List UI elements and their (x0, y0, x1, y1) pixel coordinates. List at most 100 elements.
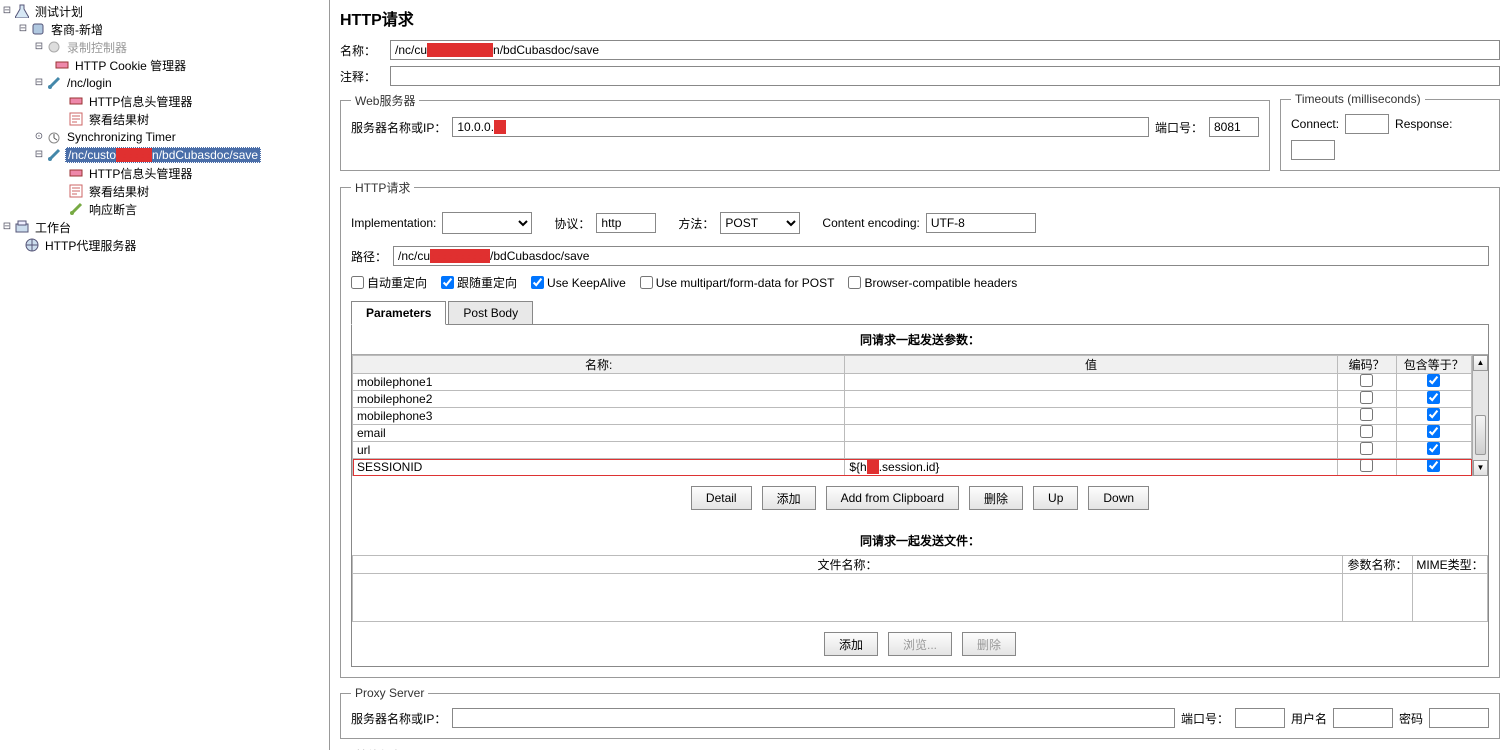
scroll-thumb[interactable] (1475, 415, 1486, 455)
params-table[interactable]: 名称: 值 编码？ 包含等于？ mobilephone1mobilephone2… (352, 355, 1472, 476)
encoding-input[interactable] (926, 213, 1036, 233)
param-encode-cell[interactable] (1337, 391, 1396, 408)
param-name-cell[interactable]: mobilephone3 (353, 408, 845, 425)
response-label: Response: (1395, 117, 1452, 131)
collapse-icon[interactable]: ⊟ (34, 150, 44, 160)
param-value-cell[interactable] (845, 425, 1337, 442)
tree-sync-timer[interactable]: ⊙ Synchronizing Timer (0, 128, 329, 146)
tree-resp-assert[interactable]: 响应断言 (0, 200, 329, 218)
tree-header-mgr-2[interactable]: HTTP信息头管理器 (0, 164, 329, 182)
param-value-cell[interactable] (845, 408, 1337, 425)
collapse-icon[interactable]: ⊟ (18, 24, 28, 34)
detail-button[interactable]: Detail (691, 486, 752, 510)
delete-param-button[interactable]: 删除 (969, 486, 1023, 510)
table-row[interactable]: url (353, 442, 1472, 459)
param-value-cell[interactable] (845, 442, 1337, 459)
tab-post-body[interactable]: Post Body (448, 301, 533, 325)
cb-follow-redirect[interactable]: 跟随重定向 (441, 274, 517, 291)
add-param-button[interactable]: 添加 (762, 486, 816, 510)
cb-browser-compat[interactable]: Browser-compatible headers (848, 276, 1017, 290)
timeouts-legend: Timeouts (milliseconds) (1291, 92, 1425, 106)
path-input[interactable]: /nc/cuxxxxxxxxxx/bdCubasdoc/save (393, 246, 1489, 266)
tree-proxy[interactable]: HTTP代理服务器 (0, 236, 329, 254)
collapse-icon[interactable]: ⊟ (34, 78, 44, 88)
tree-thread-group[interactable]: ⊟ 客商-新增 (0, 20, 329, 38)
cb-multipart[interactable]: Use multipart/form-data for POST (640, 276, 835, 290)
tree-cookie-label: HTTP Cookie 管理器 (73, 57, 188, 74)
param-value-cell[interactable]: ${hxx.session.id} (845, 459, 1337, 476)
tree-result-tree-2[interactable]: 察看结果树 (0, 182, 329, 200)
param-encode-cell[interactable] (1337, 425, 1396, 442)
param-include-cell[interactable] (1396, 391, 1471, 408)
proxy-pass-input[interactable] (1429, 708, 1489, 728)
tree-login[interactable]: ⊟ /nc/login (0, 74, 329, 92)
impl-select[interactable] (442, 212, 532, 234)
browse-file-button[interactable]: 浏览... (888, 632, 952, 656)
param-include-cell[interactable] (1396, 459, 1471, 476)
tree-cookie-mgr[interactable]: HTTP Cookie 管理器 (0, 56, 329, 74)
tree-recorder[interactable]: ⊟ 录制控制器 (0, 38, 329, 56)
param-include-cell[interactable] (1396, 425, 1471, 442)
add-file-button[interactable]: 添加 (824, 632, 878, 656)
table-row[interactable]: SESSIONID${hxx.session.id} (353, 459, 1472, 476)
param-name-cell[interactable]: SESSIONID (353, 459, 845, 476)
col-name: 名称: (353, 356, 845, 374)
files-table[interactable]: 文件名称： 参数名称： MIME类型： (352, 555, 1488, 622)
method-select[interactable]: POST (720, 212, 800, 234)
tree-workbench[interactable]: ⊟ 工作台 (0, 218, 329, 236)
tree-selected-request[interactable]: ⊟ /nc/custoxxxxxxn/bdCubasdoc/save (0, 146, 329, 164)
web-server-legend: Web服务器 (351, 92, 419, 109)
param-name-cell[interactable]: email (353, 425, 845, 442)
proxy-pass-label: 密码 (1399, 710, 1423, 727)
tree-result-tree-1[interactable]: 察看结果树 (0, 110, 329, 128)
scroll-up-icon[interactable]: ▲ (1473, 355, 1488, 371)
scroll-down-icon[interactable]: ▼ (1473, 460, 1488, 476)
collapse-icon[interactable]: ⊟ (2, 6, 12, 16)
table-row[interactable]: email (353, 425, 1472, 442)
table-row[interactable]: mobilephone2 (353, 391, 1472, 408)
port-input[interactable] (1209, 117, 1259, 137)
clipboard-button[interactable]: Add from Clipboard (826, 486, 959, 510)
table-row[interactable]: mobilephone3 (353, 408, 1472, 425)
up-button[interactable]: Up (1033, 486, 1078, 510)
param-value-cell[interactable] (845, 374, 1337, 391)
collapse-icon[interactable]: ⊟ (2, 222, 12, 232)
flask-icon (14, 3, 30, 19)
comment-input[interactable] (390, 66, 1500, 86)
param-encode-cell[interactable] (1337, 442, 1396, 459)
header-icon (68, 93, 84, 109)
table-row[interactable]: mobilephone1 (353, 374, 1472, 391)
param-encode-cell[interactable] (1337, 408, 1396, 425)
redact: xxxxxxxxxxx (427, 43, 493, 57)
response-input[interactable] (1291, 140, 1335, 160)
name-input[interactable]: /nc/cuxxxxxxxxxxxn/bdCubasdoc/save (390, 40, 1500, 60)
server-input[interactable]: 10.0.0.xx (452, 117, 1149, 137)
tree-header-mgr-1[interactable]: HTTP信息头管理器 (0, 92, 329, 110)
protocol-input[interactable] (596, 213, 656, 233)
sel-pre: /nc/custo (68, 148, 116, 162)
proxy-port-input[interactable] (1235, 708, 1285, 728)
param-value-cell[interactable] (845, 391, 1337, 408)
cb-keepalive[interactable]: Use KeepAlive (531, 276, 626, 290)
params-scrollbar[interactable]: ▲ ▼ (1472, 355, 1488, 476)
param-name-cell[interactable]: mobilephone1 (353, 374, 845, 391)
proxy-server-input[interactable] (452, 708, 1175, 728)
path-pre: /nc/cu (398, 249, 430, 263)
param-include-cell[interactable] (1396, 442, 1471, 459)
param-include-cell[interactable] (1396, 374, 1471, 391)
impl-label: Implementation: (351, 216, 436, 230)
param-encode-cell[interactable] (1337, 374, 1396, 391)
connect-input[interactable] (1345, 114, 1389, 134)
param-name-cell[interactable]: mobilephone2 (353, 391, 845, 408)
tree-root[interactable]: ⊟ 测试计划 (0, 2, 329, 20)
tab-parameters[interactable]: Parameters (351, 301, 446, 325)
param-name-cell[interactable]: url (353, 442, 845, 459)
cb-auto-redirect[interactable]: 自动重定向 (351, 274, 427, 291)
down-button[interactable]: Down (1088, 486, 1149, 510)
collapse-icon[interactable]: ⊟ (34, 42, 44, 52)
test-plan-tree[interactable]: ⊟ 测试计划 ⊟ 客商-新增 ⊟ 录制控制器 HTTP Cookie 管理器 ⊟… (0, 0, 330, 750)
delete-file-button[interactable]: 删除 (962, 632, 1016, 656)
param-encode-cell[interactable] (1337, 459, 1396, 476)
proxy-user-input[interactable] (1333, 708, 1393, 728)
param-include-cell[interactable] (1396, 408, 1471, 425)
